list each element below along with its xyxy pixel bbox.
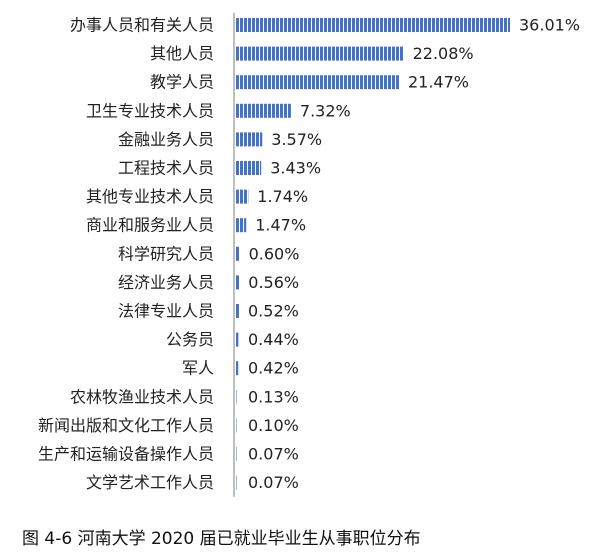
category-label: 工程技术人员 (118, 159, 214, 178)
category-label: 文学艺术工作人员 (86, 473, 214, 492)
category-label: 金融业务人员 (118, 130, 214, 149)
data-label: 0.56% (248, 273, 299, 292)
category-label: 新闻出版和文化工作人员 (38, 416, 214, 435)
bar (235, 361, 239, 376)
data-label: 3.43% (270, 159, 321, 178)
data-label: 21.47% (408, 73, 469, 92)
category-label: 其他人员 (150, 44, 214, 63)
data-label: 0.42% (248, 359, 299, 378)
bar (235, 46, 404, 61)
category-label: 其他专业技术人员 (86, 187, 214, 206)
bar (235, 304, 239, 318)
figure-caption: 图 4-6 河南大学 2020 届已就业毕业生从事职位分布 (22, 529, 421, 549)
category-label: 生产和运输设备操作人员 (38, 445, 214, 464)
category-label: 军人 (182, 359, 214, 378)
category-label: 经济业务人员 (118, 273, 214, 292)
category-label: 卫生专业技术人员 (86, 101, 214, 120)
data-label: 22.08% (413, 44, 474, 63)
bar (235, 389, 237, 404)
bar (235, 132, 263, 147)
bar (235, 218, 247, 233)
bar (235, 246, 240, 261)
bar (235, 332, 239, 347)
data-label: 0.10% (248, 416, 299, 435)
bar (235, 103, 291, 118)
data-label: 3.57% (271, 130, 322, 149)
category-labels-group: 办事人员和有关人员其他人员教学人员卫生专业技术人员金融业务人员工程技术人员其他专… (38, 16, 214, 493)
bar (235, 75, 399, 90)
data-label: 0.44% (248, 330, 299, 349)
bar (235, 447, 237, 461)
bar (235, 161, 262, 175)
chart-svg: 办事人员和有关人员其他人员教学人员卫生专业技术人员金融业务人员工程技术人员其他专… (38, 12, 580, 497)
category-label: 农林牧渔业技术人员 (70, 387, 214, 406)
data-label: 0.52% (248, 302, 299, 321)
value-labels-group: 36.01% 22.08% 21.47% 7.32% 3.57% 3.43% 1.74% 1.… (248, 16, 580, 493)
data-label: 1.47% (255, 216, 306, 235)
data-label: 1.74% (257, 187, 308, 206)
category-label: 教学人员 (150, 73, 214, 92)
bar-chart: 办事人员和有关人员其他人员教学人员卫生专业技术人员金融业务人员 工程技术人员其他专… (38, 12, 580, 497)
bar (235, 18, 510, 32)
category-label: 公务员 (166, 330, 214, 349)
bar (235, 418, 237, 433)
category-label: 法律专业人员 (118, 302, 214, 321)
bar (235, 475, 237, 490)
data-label: 0.60% (249, 244, 300, 263)
data-label: 0.07% (248, 473, 299, 492)
data-label: 0.13% (248, 387, 299, 406)
category-label: 商业和服务业人员 (86, 216, 214, 235)
category-label: 科学研究人员 (118, 244, 214, 263)
data-label: 36.01% (519, 16, 580, 35)
data-label: 7.32% (300, 101, 351, 120)
category-label: 办事人员和有关人员 (70, 16, 214, 35)
bar (235, 275, 240, 290)
data-label: 0.07% (248, 445, 299, 464)
bar (235, 189, 249, 204)
bars-group (235, 18, 510, 490)
